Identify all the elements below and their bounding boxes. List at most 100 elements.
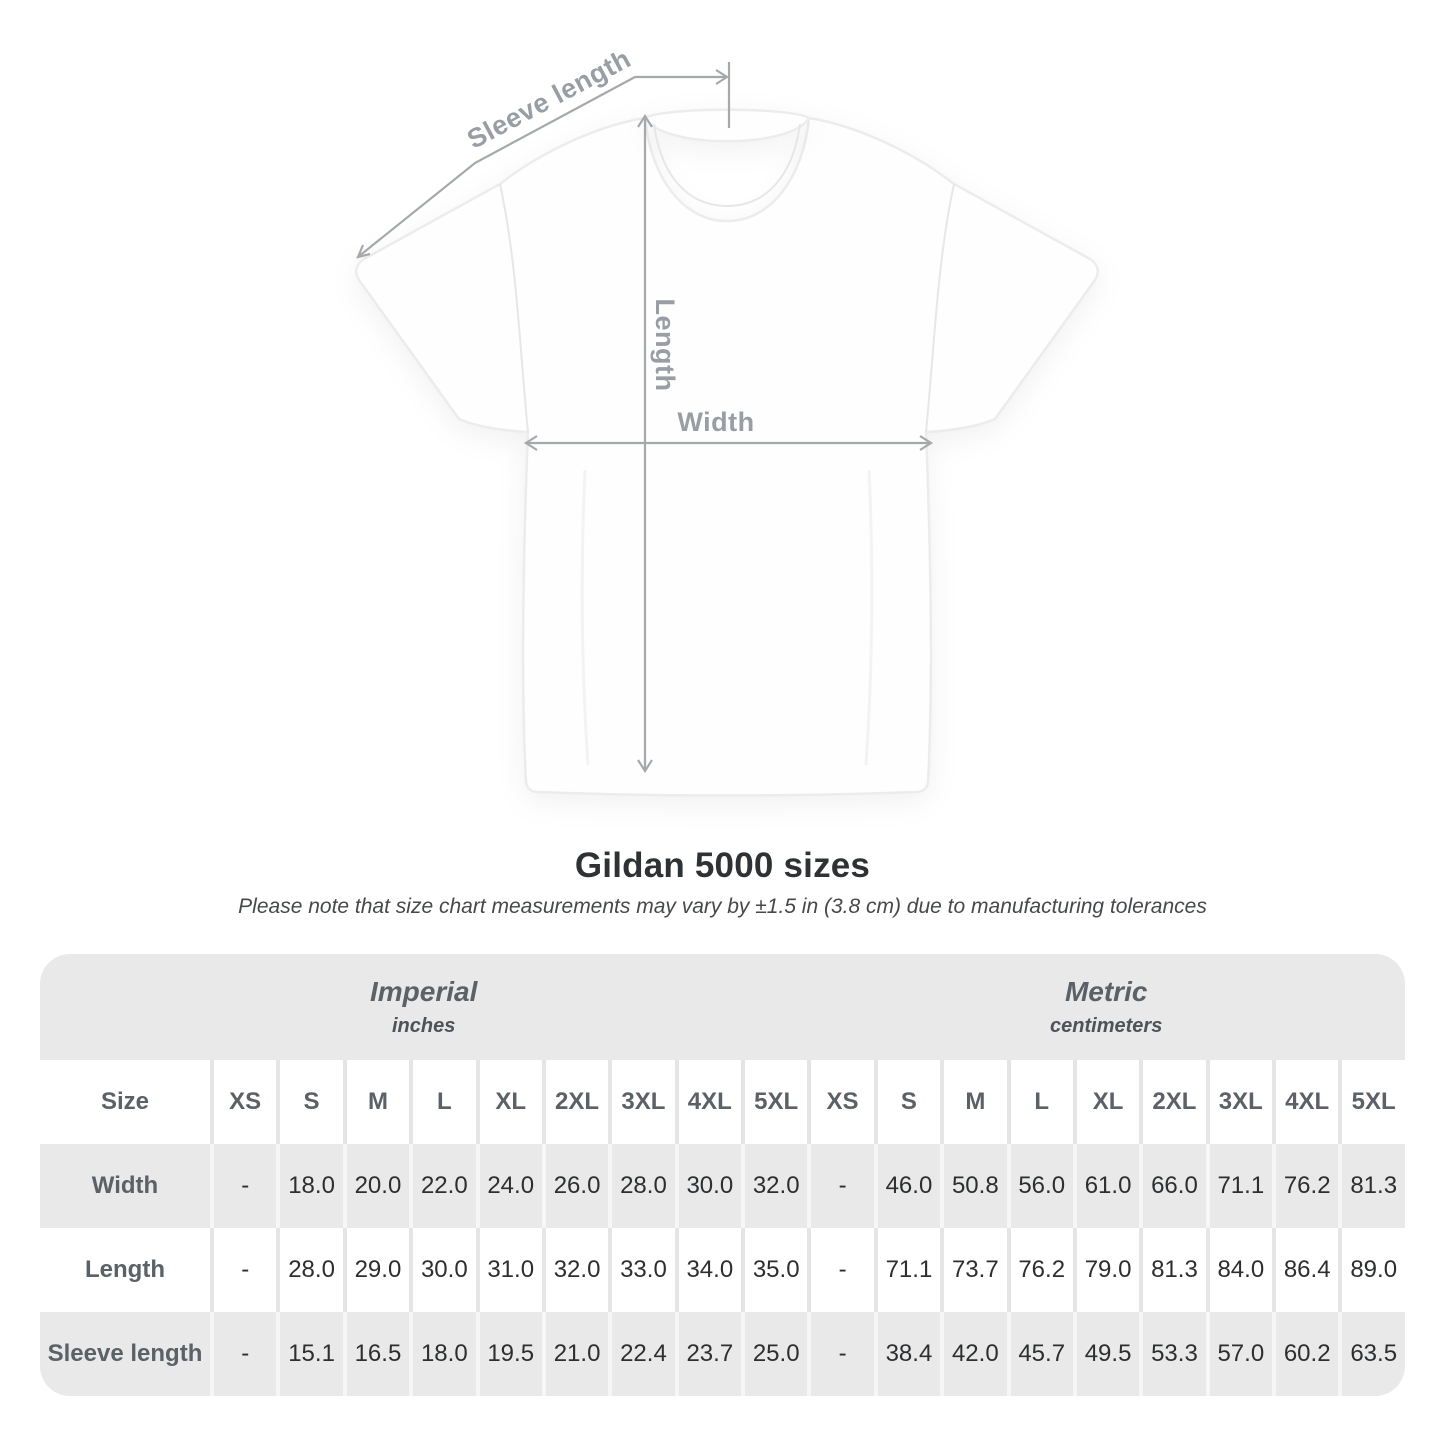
size-header-cell: 3XL <box>1205 1060 1272 1144</box>
length-label: Length <box>650 299 680 392</box>
measurement-cell: 33.0 <box>608 1228 674 1312</box>
measurement-cell: 38.4 <box>873 1312 940 1396</box>
tshirt-wrinkle <box>864 469 874 766</box>
measurement-cell: 60.2 <box>1272 1312 1338 1396</box>
measurement-cell: 25.0 <box>741 1312 807 1396</box>
measurement-cell: 76.2 <box>1006 1228 1073 1312</box>
measurement-cell: 18.0 <box>276 1144 342 1228</box>
measurement-cell: - <box>807 1312 873 1396</box>
measurement-cell: 84.0 <box>1205 1228 1272 1312</box>
size-header-cell: L <box>1006 1060 1073 1144</box>
size-header-cell: L <box>409 1060 475 1144</box>
measurement-cell: 19.5 <box>475 1312 542 1396</box>
measurement-cell: 32.0 <box>541 1228 608 1312</box>
measurement-cell: 22.4 <box>608 1312 674 1396</box>
measurement-row: Sleeve length -15.1 16.5 18.0 19.5 21.0 22.4 23… <box>40 1312 1405 1396</box>
heading-block: Gildan 5000 sizes Please note that size … <box>0 846 1445 919</box>
measurement-cell: 16.5 <box>342 1312 409 1396</box>
measurement-cell: 22.0 <box>409 1144 475 1228</box>
metric-band-sublabel: centimeters <box>1050 1015 1163 1037</box>
measurement-cell: 86.4 <box>1272 1228 1338 1312</box>
unit-band-row: Imperial inches Metric centimeters <box>40 954 1405 1060</box>
measurement-cell: - <box>210 1228 276 1312</box>
tshirt-body <box>355 116 1099 797</box>
measurement-cell: 63.5 <box>1338 1312 1405 1396</box>
measurement-cell: 30.0 <box>674 1144 741 1228</box>
size-header-cell: XL <box>1072 1060 1139 1144</box>
measurement-cell: 49.5 <box>1072 1312 1139 1396</box>
measurement-cell: 71.1 <box>1205 1144 1272 1228</box>
measurement-cell: 89.0 <box>1338 1228 1405 1312</box>
measurement-cell: 28.0 <box>276 1228 342 1312</box>
size-table-body: Width -18.0 20.0 22.0 24.0 26.0 28.0 30.0 32.0-4… <box>40 1144 1405 1396</box>
measurement-cell: 30.0 <box>409 1228 475 1312</box>
measurement-cell: - <box>210 1144 276 1228</box>
size-header-row: Size XS S M L XL 2XL 3XL 4XL 5XL XS S M L XL 2XL 3XL 4XL… <box>40 1060 1405 1144</box>
width-label: Width <box>677 407 754 437</box>
row-label: Length <box>85 1256 165 1283</box>
measurement-cell: 15.1 <box>276 1312 342 1396</box>
size-header-cell: XS <box>210 1060 276 1144</box>
measurement-cell: 66.0 <box>1139 1144 1205 1228</box>
row-label: Width <box>91 1172 159 1199</box>
width-arrow <box>523 435 934 451</box>
measurement-cell: 81.3 <box>1338 1144 1405 1228</box>
size-table: Imperial inches Metric centimeters Size … <box>40 954 1405 1396</box>
measurement-cell: 73.7 <box>940 1228 1006 1312</box>
imperial-band-title: Imperial <box>369 976 478 1007</box>
size-header-cell: XS <box>807 1060 873 1144</box>
measurement-cell: 76.2 <box>1272 1144 1338 1228</box>
measurement-cell: - <box>807 1144 873 1228</box>
tshirt-left-armhole-seam <box>499 183 529 433</box>
size-header-cell: M <box>940 1060 1006 1144</box>
measurement-cell: 81.3 <box>1139 1228 1205 1312</box>
measurement-cell: 46.0 <box>873 1144 940 1228</box>
measurement-cell: 18.0 <box>409 1312 475 1396</box>
row-label: Sleeve length <box>47 1340 203 1367</box>
measurement-cell: 53.3 <box>1139 1312 1205 1396</box>
size-header-cell: 4XL <box>1272 1060 1338 1144</box>
measurement-cell: 42.0 <box>940 1312 1006 1396</box>
page-subtitle: Please note that size chart measurements… <box>238 895 1207 918</box>
measurement-cell: 71.1 <box>873 1228 940 1312</box>
tshirt-wrinkle <box>580 469 590 766</box>
size-table-container: Imperial inches Metric centimeters Size … <box>40 954 1405 1396</box>
measurement-cell: 61.0 <box>1072 1144 1139 1228</box>
measurement-cell: 35.0 <box>741 1228 807 1312</box>
measurement-cell: 79.0 <box>1072 1228 1139 1312</box>
size-header-cell: 5XL <box>1338 1060 1405 1144</box>
metric-band-title: Metric <box>1064 976 1148 1007</box>
measurement-cell: - <box>807 1228 873 1312</box>
measurement-cell: 32.0 <box>741 1144 807 1228</box>
size-header-cell: S <box>873 1060 940 1144</box>
size-header-cell: 3XL <box>608 1060 674 1144</box>
size-header-cell: 4XL <box>674 1060 741 1144</box>
measurement-row: Length -28.0 29.0 30.0 31.0 32.0 33.0 34.0 35.0-… <box>40 1228 1405 1312</box>
measurement-cell: 45.7 <box>1006 1312 1073 1396</box>
size-header-cell: S <box>276 1060 342 1144</box>
measurement-cell: 29.0 <box>342 1228 409 1312</box>
measurement-row: Width -18.0 20.0 22.0 24.0 26.0 28.0 30.0 32.0-4… <box>40 1144 1405 1228</box>
metric-band: Metric centimeters <box>807 954 1405 1060</box>
measurement-cell: 28.0 <box>608 1144 674 1228</box>
measurement-cell: 34.0 <box>674 1228 741 1312</box>
sleeve-length-arrow <box>356 69 730 259</box>
size-header-cell: 2XL <box>541 1060 608 1144</box>
size-header-cell: 5XL <box>741 1060 807 1144</box>
size-column-header: Size <box>100 1088 150 1115</box>
size-header-cell: M <box>342 1060 409 1144</box>
measurement-cell: 20.0 <box>342 1144 409 1228</box>
imperial-band-sublabel: inches <box>392 1015 456 1037</box>
measurement-cell: 24.0 <box>475 1144 542 1228</box>
measurement-cell: 31.0 <box>475 1228 542 1312</box>
tshirt-neckband-seam <box>653 123 801 208</box>
measurement-cell: 23.7 <box>674 1312 741 1396</box>
measurement-cell: 50.8 <box>940 1144 1006 1228</box>
measurement-cell: 56.0 <box>1006 1144 1073 1228</box>
page-title: Gildan 5000 sizes <box>574 846 871 885</box>
measurement-cell: - <box>210 1312 276 1396</box>
imperial-band: Imperial inches <box>40 954 808 1060</box>
size-header-cell: XL <box>475 1060 542 1144</box>
size-header-cell: 2XL <box>1139 1060 1205 1144</box>
tshirt-right-armhole-seam <box>925 183 955 433</box>
